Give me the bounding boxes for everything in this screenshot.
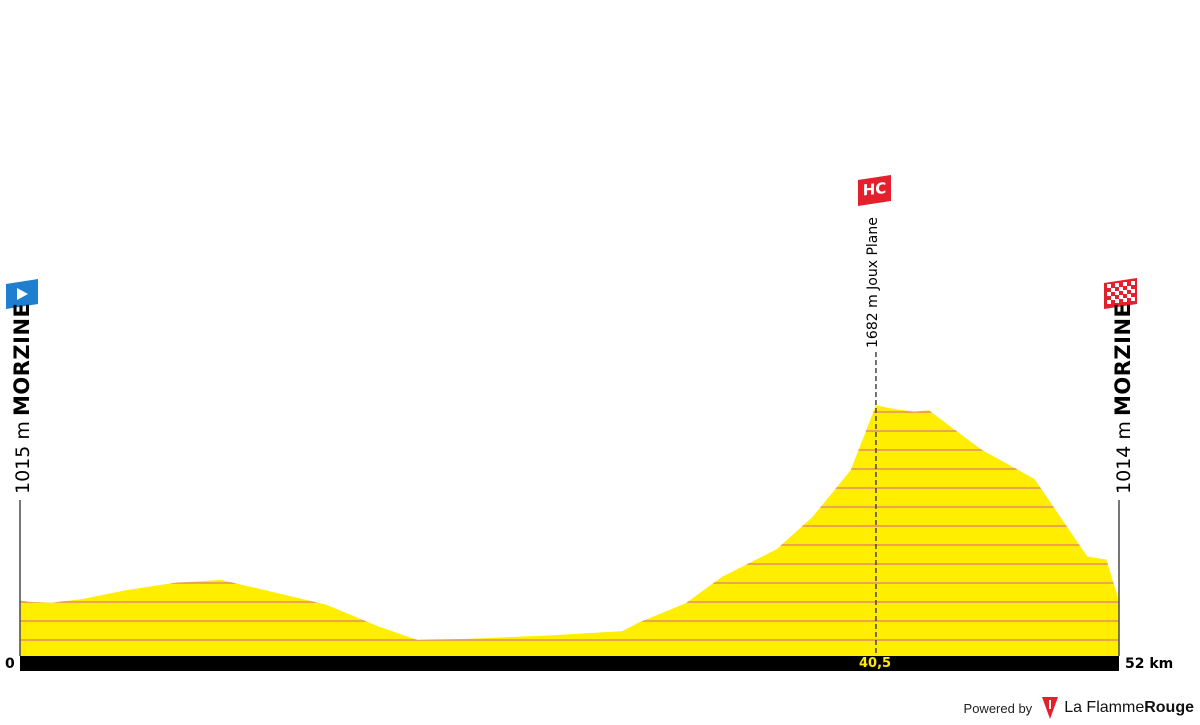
flamme-rouge-icon <box>1042 697 1059 719</box>
axis-end-label: 52 km <box>1125 656 1174 672</box>
finish-town: MORZINE <box>1111 302 1135 416</box>
summit-label: 1682 m Joux Plane <box>865 217 881 348</box>
start-label: 1015 m MORZINE <box>10 303 34 494</box>
brand-logo[interactable]: La FlammeRouge <box>1042 697 1194 719</box>
brand-name: La FlammeRouge <box>1064 699 1194 716</box>
climb-category-badge: HC <box>858 175 891 206</box>
finish-altitude: 1014 m <box>1113 421 1135 494</box>
start-town: MORZINE <box>10 302 34 416</box>
climb-category-label: HC <box>863 179 887 199</box>
elevation-profile-area <box>20 405 1119 656</box>
start-altitude: 1015 m <box>12 421 34 494</box>
start-flag-icon <box>6 279 38 309</box>
finish-label: 1014 m MORZINE <box>1111 303 1135 494</box>
finish-flag-icon <box>1104 278 1137 309</box>
axis-start-label: 0 <box>5 656 15 672</box>
footer: Powered by La FlammeRouge <box>964 697 1194 719</box>
summit-km-marker: 40,5 <box>859 656 892 671</box>
distance-axis-bar <box>20 656 1119 671</box>
powered-by-text: Powered by <box>963 700 1033 716</box>
